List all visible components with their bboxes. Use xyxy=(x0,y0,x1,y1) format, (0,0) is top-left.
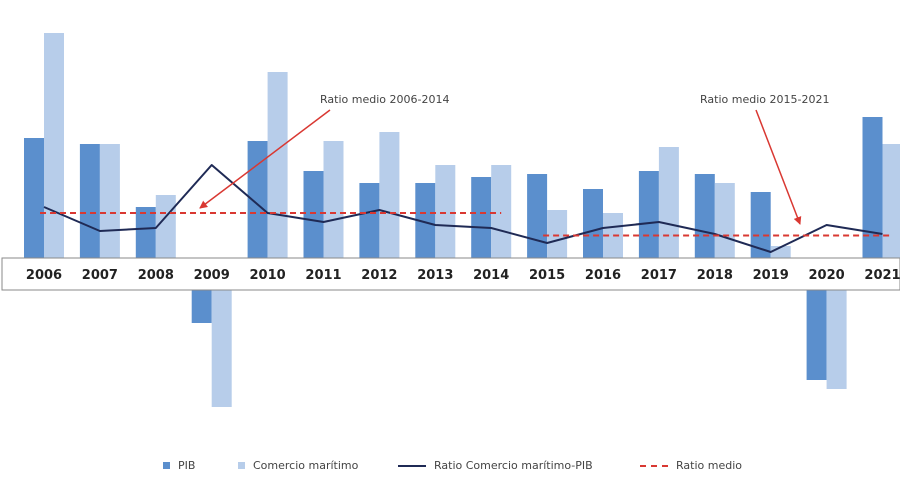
x-tick-2010: 2010 xyxy=(250,268,286,283)
annotation-arrow-2 xyxy=(755,109,802,225)
bar-comercio-2015 xyxy=(547,210,568,258)
bar-comercio-2020 xyxy=(826,290,847,389)
bar-pib-2014 xyxy=(471,177,492,258)
x-tick-2009: 2009 xyxy=(194,268,230,283)
bar-comercio-2006 xyxy=(44,33,64,258)
x-tick-2006: 2006 xyxy=(26,268,62,283)
x-tick-2012: 2012 xyxy=(361,268,397,283)
x-tick-2018: 2018 xyxy=(697,268,733,283)
bar-pib-2009 xyxy=(191,290,212,323)
bar-comercio-2012 xyxy=(379,132,400,258)
legend: PIB Comercio marítimo Ratio Comercio mar… xyxy=(0,459,900,479)
annotations-layer: Ratio medio 2006-2014 Ratio medio 2015-20… xyxy=(199,93,829,225)
bar-pib-2013 xyxy=(415,183,436,258)
x-tick-2008: 2008 xyxy=(138,268,174,283)
x-tick-labels: 2006 2007 2008 2009 2010 2011 2012 2013 2014 2015… xyxy=(26,268,900,283)
x-tick-2014: 2014 xyxy=(473,268,509,283)
bar-pib-2007 xyxy=(79,144,100,258)
legend-swatch-ratio xyxy=(398,464,426,467)
x-tick-2020: 2020 xyxy=(809,268,845,283)
x-tick-2019: 2019 xyxy=(753,268,789,283)
bar-pib-2015 xyxy=(527,174,548,258)
bar-pib-2020 xyxy=(806,290,827,380)
bar-comercio-2007 xyxy=(99,144,120,258)
legend-label-comercio: Comercio marítimo xyxy=(253,459,359,472)
bar-comercio-2018 xyxy=(714,183,735,258)
chart: 2006 2007 2008 2009 2010 2011 2012 2013 2014 2015… xyxy=(1,33,900,407)
bar-comercio-2008 xyxy=(155,195,176,258)
legend-item-ratio: Ratio Comercio marítimo-PIB xyxy=(398,459,593,472)
bar-pib-2016 xyxy=(583,189,603,258)
bar-pib-2017 xyxy=(638,171,659,258)
bar-pib-2010 xyxy=(247,141,268,258)
legend-label-ratio-medio: Ratio medio xyxy=(676,459,742,472)
legend-swatch-comercio xyxy=(238,462,245,469)
bar-pib-2008 xyxy=(135,207,156,258)
legend-item-ratio-medio: Ratio medio xyxy=(640,459,742,472)
bar-comercio-2016 xyxy=(603,213,623,258)
legend-label-pib: PIB xyxy=(178,459,196,472)
annotation-label-1: Ratio medio 2006-2014 xyxy=(320,93,449,106)
bar-comercio-2011 xyxy=(323,141,344,258)
x-tick-2013: 2013 xyxy=(417,268,453,283)
annotation-label-2: Ratio medio 2015-2021 xyxy=(700,93,829,106)
legend-label-ratio: Ratio Comercio marítimo-PIB xyxy=(434,459,593,472)
legend-item-pib: PIB xyxy=(163,459,195,472)
bar-pib-2012 xyxy=(359,183,380,258)
x-tick-2017: 2017 xyxy=(641,268,677,283)
bar-pib-2011 xyxy=(303,171,324,258)
lines-layer xyxy=(40,164,893,253)
x-tick-2015: 2015 xyxy=(529,268,565,283)
bar-pib-2018 xyxy=(694,174,715,258)
bar-pib-2006 xyxy=(24,138,44,258)
bars-layer xyxy=(24,33,900,407)
bar-comercio-2021 xyxy=(882,144,900,258)
bar-comercio-2017 xyxy=(658,147,679,258)
bar-comercio-2009 xyxy=(211,290,232,407)
bar-pib-2019 xyxy=(750,192,771,258)
x-tick-2011: 2011 xyxy=(305,268,341,283)
bar-pib-2021 xyxy=(862,117,883,258)
legend-swatch-pib xyxy=(163,462,170,469)
legend-swatch-ratio-medio xyxy=(640,464,668,467)
x-axis-band xyxy=(1,257,900,291)
x-tick-2007: 2007 xyxy=(82,268,118,283)
bar-comercio-2014 xyxy=(491,165,512,258)
annotation-arrow-1 xyxy=(199,109,331,209)
ratio-line xyxy=(43,164,883,253)
bar-comercio-2013 xyxy=(435,165,456,258)
x-tick-2016: 2016 xyxy=(585,268,621,283)
x-tick-2021: 2021 xyxy=(864,268,900,283)
bar-comercio-2010 xyxy=(267,72,288,258)
legend-item-comercio: Comercio marítimo xyxy=(238,459,358,472)
